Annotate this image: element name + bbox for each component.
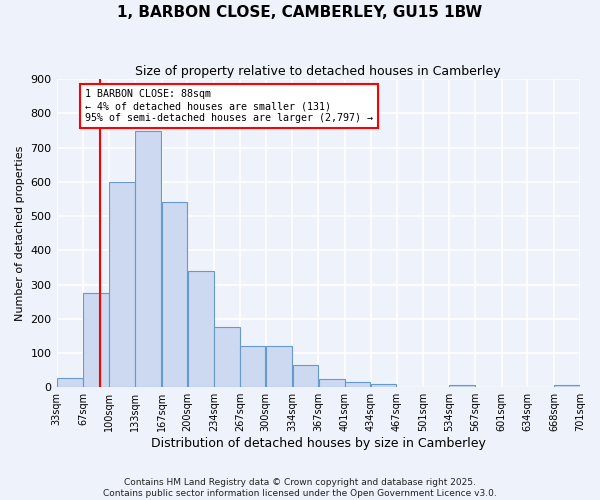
X-axis label: Distribution of detached houses by size in Camberley: Distribution of detached houses by size … [151, 437, 486, 450]
Bar [554, 386, 580, 387]
Bar [162, 202, 187, 387]
Bar [109, 182, 134, 387]
Text: 1 BARBON CLOSE: 88sqm
← 4% of detached houses are smaller (131)
95% of semi-deta: 1 BARBON CLOSE: 88sqm ← 4% of detached h… [85, 90, 373, 122]
Bar [135, 130, 161, 387]
Bar [188, 271, 214, 387]
Text: 1, BARBON CLOSE, CAMBERLEY, GU15 1BW: 1, BARBON CLOSE, CAMBERLEY, GU15 1BW [118, 5, 482, 20]
Bar [319, 378, 344, 387]
Bar [214, 328, 239, 387]
Title: Size of property relative to detached houses in Camberley: Size of property relative to detached ho… [136, 65, 501, 78]
Bar [371, 384, 397, 387]
Y-axis label: Number of detached properties: Number of detached properties [15, 146, 25, 321]
Bar [57, 378, 83, 387]
Bar [345, 382, 370, 387]
Bar [83, 293, 109, 387]
Bar [240, 346, 265, 387]
Bar [449, 386, 475, 387]
Text: Contains HM Land Registry data © Crown copyright and database right 2025.
Contai: Contains HM Land Registry data © Crown c… [103, 478, 497, 498]
Bar [266, 346, 292, 387]
Bar [293, 365, 318, 387]
